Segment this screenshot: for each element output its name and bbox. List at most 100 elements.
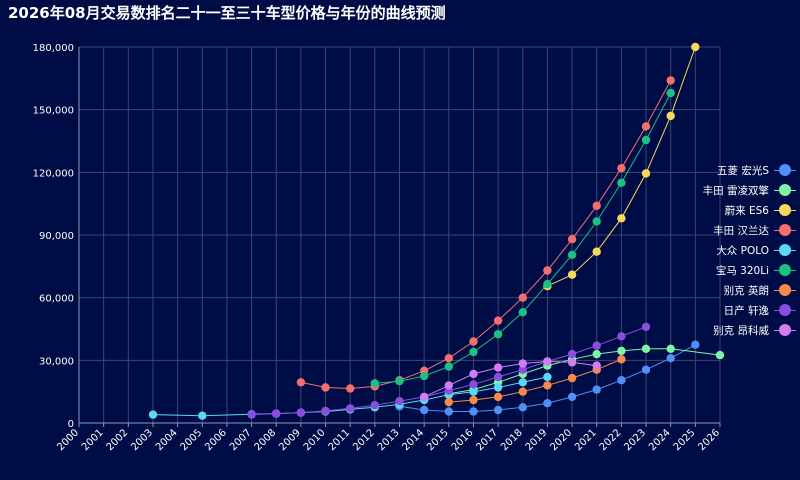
series-layer — [148, 42, 725, 420]
data-point[interactable] — [592, 349, 601, 359]
data-point[interactable] — [444, 407, 453, 416]
data-point[interactable] — [666, 111, 675, 121]
legend-item[interactable]: 别克 英朗 — [724, 280, 796, 300]
data-point[interactable] — [469, 407, 478, 416]
data-point[interactable] — [444, 381, 453, 390]
data-point[interactable] — [469, 387, 478, 396]
data-point[interactable] — [518, 308, 527, 317]
data-point[interactable] — [567, 235, 577, 244]
data-point[interactable] — [641, 135, 651, 145]
data-point[interactable] — [444, 362, 453, 371]
data-point[interactable] — [493, 392, 503, 402]
legend-item[interactable]: 丰田 汉兰达 — [713, 220, 796, 240]
data-point[interactable] — [370, 401, 379, 410]
data-point[interactable] — [296, 378, 306, 387]
data-point[interactable] — [469, 337, 478, 346]
data-point[interactable] — [518, 365, 527, 374]
data-point[interactable] — [543, 399, 552, 408]
data-point[interactable] — [666, 88, 675, 98]
data-point[interactable] — [567, 270, 577, 279]
data-point[interactable] — [493, 372, 503, 382]
legend-item[interactable]: 宝马 320Li — [716, 260, 796, 280]
data-point[interactable] — [346, 404, 355, 413]
data-point[interactable] — [198, 411, 207, 420]
data-point[interactable] — [592, 201, 601, 210]
data-point[interactable] — [567, 349, 577, 359]
data-point[interactable] — [272, 409, 281, 418]
data-point[interactable] — [518, 403, 527, 412]
data-point[interactable] — [518, 378, 527, 387]
data-point[interactable] — [592, 361, 601, 370]
data-point[interactable] — [617, 332, 626, 341]
data-point[interactable] — [543, 372, 552, 382]
data-point[interactable] — [493, 330, 503, 339]
data-point[interactable] — [543, 266, 552, 275]
data-point[interactable] — [469, 347, 478, 357]
data-point[interactable] — [469, 380, 478, 389]
data-point[interactable] — [592, 217, 601, 226]
data-point[interactable] — [617, 164, 626, 173]
legend-item[interactable]: 蔚来 ES6 — [725, 200, 796, 220]
data-point[interactable] — [247, 410, 256, 419]
data-point[interactable] — [666, 344, 675, 353]
data-point[interactable] — [666, 354, 675, 363]
data-point[interactable] — [543, 357, 552, 366]
data-point[interactable] — [493, 383, 503, 392]
series-8 — [420, 357, 601, 402]
data-point[interactable] — [321, 406, 330, 416]
data-point[interactable] — [617, 214, 626, 223]
data-point[interactable] — [617, 355, 626, 364]
legend-marker-icon — [774, 304, 796, 316]
data-point[interactable] — [420, 371, 429, 381]
data-point[interactable] — [395, 396, 404, 406]
data-point[interactable] — [346, 384, 355, 393]
data-point[interactable] — [641, 122, 651, 131]
data-point[interactable] — [691, 42, 700, 52]
data-point[interactable] — [567, 392, 577, 402]
data-point[interactable] — [296, 408, 306, 417]
data-point[interactable] — [518, 359, 527, 368]
data-point[interactable] — [493, 405, 503, 415]
data-point[interactable] — [148, 410, 158, 419]
data-point[interactable] — [444, 397, 453, 407]
data-point[interactable] — [641, 322, 651, 332]
legend-item[interactable]: 大众 POLO — [716, 240, 796, 260]
data-point[interactable] — [641, 365, 651, 374]
data-point[interactable] — [543, 381, 552, 390]
data-point[interactable] — [715, 350, 725, 360]
data-point[interactable] — [420, 405, 429, 415]
data-point[interactable] — [370, 379, 379, 388]
data-point[interactable] — [617, 376, 626, 385]
data-point[interactable] — [641, 344, 651, 353]
data-point[interactable] — [518, 387, 527, 396]
data-point[interactable] — [493, 363, 503, 372]
data-point[interactable] — [518, 293, 527, 302]
data-point[interactable] — [617, 178, 626, 187]
legend-item[interactable]: 日产 轩逸 — [724, 300, 796, 320]
y-tick-label: 0 — [68, 419, 74, 430]
data-point[interactable] — [641, 169, 651, 178]
data-point[interactable] — [592, 341, 601, 350]
data-point[interactable] — [395, 377, 404, 386]
data-point[interactable] — [493, 316, 503, 325]
data-point[interactable] — [469, 369, 478, 379]
data-point[interactable] — [321, 383, 330, 392]
data-point[interactable] — [567, 358, 577, 367]
data-point[interactable] — [567, 373, 577, 383]
data-point[interactable] — [691, 340, 700, 349]
y-tick-label: 180,000 — [33, 43, 74, 54]
data-point[interactable] — [592, 247, 601, 256]
data-point[interactable] — [420, 392, 429, 402]
data-point[interactable] — [617, 346, 626, 356]
legend-item[interactable]: 五菱 宏光S — [717, 160, 796, 180]
data-point[interactable] — [567, 250, 577, 259]
legend-item[interactable]: 别克 昂科威 — [713, 320, 796, 340]
x-tick-label: 2024 — [647, 427, 673, 453]
data-point[interactable] — [469, 395, 478, 405]
data-point[interactable] — [543, 279, 552, 289]
data-point[interactable] — [592, 385, 601, 394]
data-point[interactable] — [444, 354, 453, 363]
legend-item[interactable]: 丰田 雷凌双擎 — [703, 180, 796, 200]
x-tick-label: 2020 — [548, 427, 574, 453]
data-point[interactable] — [666, 76, 675, 85]
